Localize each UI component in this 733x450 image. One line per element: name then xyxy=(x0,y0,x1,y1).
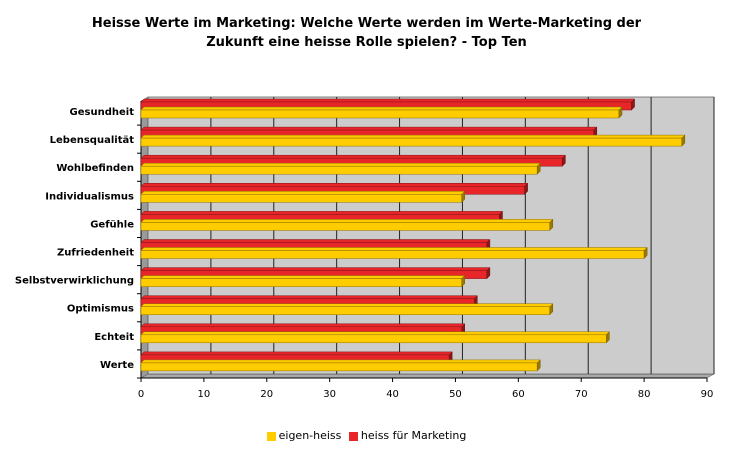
y-category-label: Wohlbefinden xyxy=(56,163,134,174)
legend-label-eigen-heiss: eigen-heiss xyxy=(278,429,342,442)
y-category-label: Gefühle xyxy=(90,219,134,230)
chart-title: Heisse Werte im Marketing: Welche Werte … xyxy=(91,16,642,50)
bar-top-face xyxy=(140,211,504,215)
y-category-label: Lebensqualität xyxy=(50,135,135,146)
y-category-label: Echteit xyxy=(94,332,134,343)
bar xyxy=(140,109,620,119)
bar-end-face xyxy=(643,246,648,260)
bar-end-face xyxy=(562,154,566,167)
bar xyxy=(140,165,538,175)
bar xyxy=(140,250,645,259)
bar-top-face xyxy=(140,247,648,251)
bar-end-face xyxy=(536,359,541,372)
bar-top-face xyxy=(140,303,554,307)
x-tick-label: 10 xyxy=(198,389,211,400)
bar-top-face xyxy=(140,98,636,103)
x-tick-label: 70 xyxy=(575,389,588,400)
bar-end-face xyxy=(486,266,491,280)
bar-top-face xyxy=(140,239,491,243)
bar-end-face xyxy=(524,182,528,195)
bar-top-face xyxy=(140,351,453,356)
bar xyxy=(140,306,551,315)
legend-item-eigen-heiss: eigen-heiss xyxy=(266,429,342,443)
y-category-label: Gesundheit xyxy=(70,107,135,118)
x-tick-label: 50 xyxy=(449,389,462,400)
bar-top-face xyxy=(140,162,541,167)
x-tick-label: 0 xyxy=(138,389,144,400)
plot-floor xyxy=(140,373,715,379)
x-tick-label: 30 xyxy=(323,389,336,400)
bar-end-face xyxy=(461,190,465,203)
y-category-label: Selbstverwirklichung xyxy=(15,276,134,287)
x-tick-label: 40 xyxy=(386,389,399,400)
y-category-label: Individualismus xyxy=(45,191,134,202)
bar-top-face xyxy=(140,191,466,195)
bar xyxy=(140,334,607,344)
bar-top-face xyxy=(140,154,566,159)
x-tick-label: 80 xyxy=(638,389,651,400)
bar xyxy=(140,194,462,203)
bar xyxy=(140,362,538,372)
bar-top-face xyxy=(140,106,623,111)
bar xyxy=(140,222,551,231)
bar-end-face xyxy=(549,218,554,232)
bar-top-face xyxy=(140,331,610,336)
y-category-label: Zufriedenheit xyxy=(57,248,134,259)
chart-legend: eigen-heiss heiss für Marketing xyxy=(0,429,733,445)
x-tick-label: 90 xyxy=(701,389,714,400)
bar-end-face xyxy=(606,331,610,344)
y-category-label: Optimismus xyxy=(67,304,134,315)
bar-top-face xyxy=(140,359,541,364)
bar-end-face xyxy=(681,134,686,147)
bar-end-face xyxy=(618,106,623,119)
bar-end-face xyxy=(536,162,541,175)
bar-top-face xyxy=(140,126,598,131)
bar-top-face xyxy=(140,267,491,271)
legend-item-heiss-marketing: heiss für Marketing xyxy=(348,429,467,443)
bar-end-face xyxy=(631,98,635,111)
bar-top-face xyxy=(140,323,466,328)
bar xyxy=(140,278,462,287)
bar xyxy=(140,137,683,147)
legend-label-heiss-marketing: heiss für Marketing xyxy=(360,429,467,442)
legend-swatch-heiss-marketing xyxy=(348,431,358,441)
legend-swatch-eigen-heiss xyxy=(266,431,276,441)
x-tick-label: 60 xyxy=(512,389,525,400)
bar-end-face xyxy=(549,303,554,316)
bar-top-face xyxy=(140,219,554,223)
bar-top-face xyxy=(140,183,529,187)
bar-end-face xyxy=(461,274,465,288)
bar-top-face xyxy=(140,134,686,139)
bar-top-face xyxy=(140,295,478,299)
bar-top-face xyxy=(140,275,466,279)
x-tick-label: 20 xyxy=(260,389,273,400)
y-category-label: Werte xyxy=(100,360,134,371)
